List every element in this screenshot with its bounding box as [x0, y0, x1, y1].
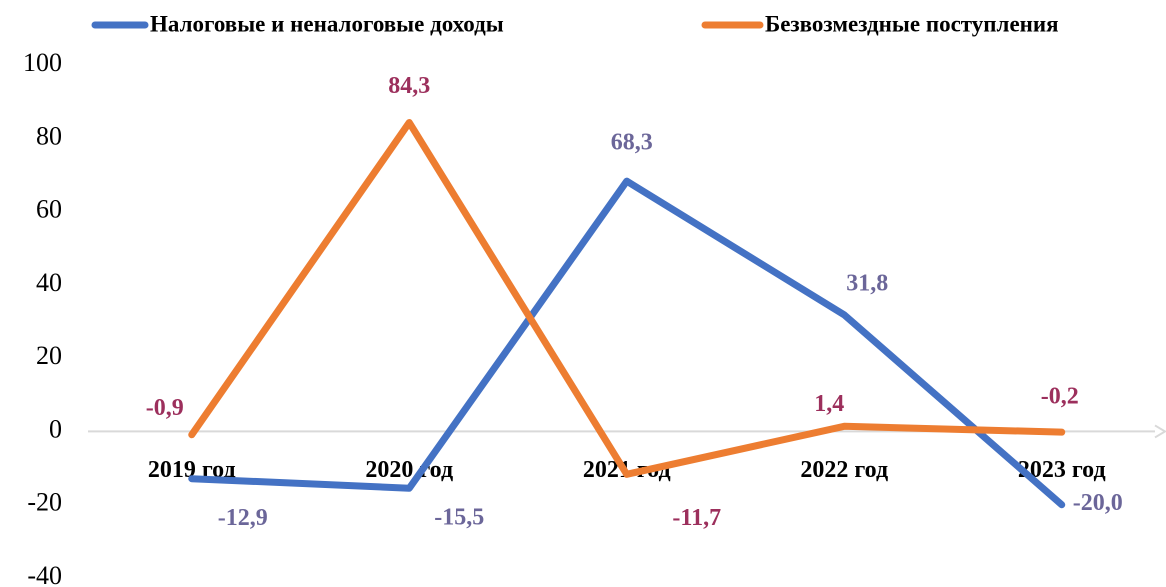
legend-label: Безвозмездные поступления	[765, 11, 1059, 36]
data-label: -12,9	[218, 505, 268, 531]
y-tick-label: -20	[27, 488, 62, 517]
y-tick-label: 80	[36, 121, 62, 150]
data-label: -0,2	[1041, 384, 1079, 410]
data-label: 68,3	[611, 130, 653, 156]
y-tick-label: 100	[23, 48, 62, 77]
data-label: 31,8	[846, 270, 888, 296]
data-label: 84,3	[388, 73, 430, 99]
data-label: -0,9	[146, 395, 184, 421]
y-tick-label: 40	[36, 268, 62, 297]
y-tick-label: -40	[27, 561, 62, 587]
series-line	[188, 177, 1066, 509]
series-line	[188, 119, 1066, 478]
data-label: -11,7	[672, 505, 721, 531]
x-tick-label: 2022 год	[800, 457, 888, 483]
y-tick-label: 20	[36, 341, 62, 370]
x-tick-label: 2020 год	[365, 457, 453, 483]
data-label: -20,0	[1073, 490, 1123, 516]
axis-arrow	[1154, 424, 1166, 439]
data-label: -15,5	[434, 505, 484, 531]
legend-label: Налоговые и неналоговые доходы	[150, 11, 504, 36]
data-label: 1,4	[814, 391, 844, 417]
y-tick-label: 60	[36, 195, 62, 224]
y-tick-label: 0	[49, 414, 62, 443]
